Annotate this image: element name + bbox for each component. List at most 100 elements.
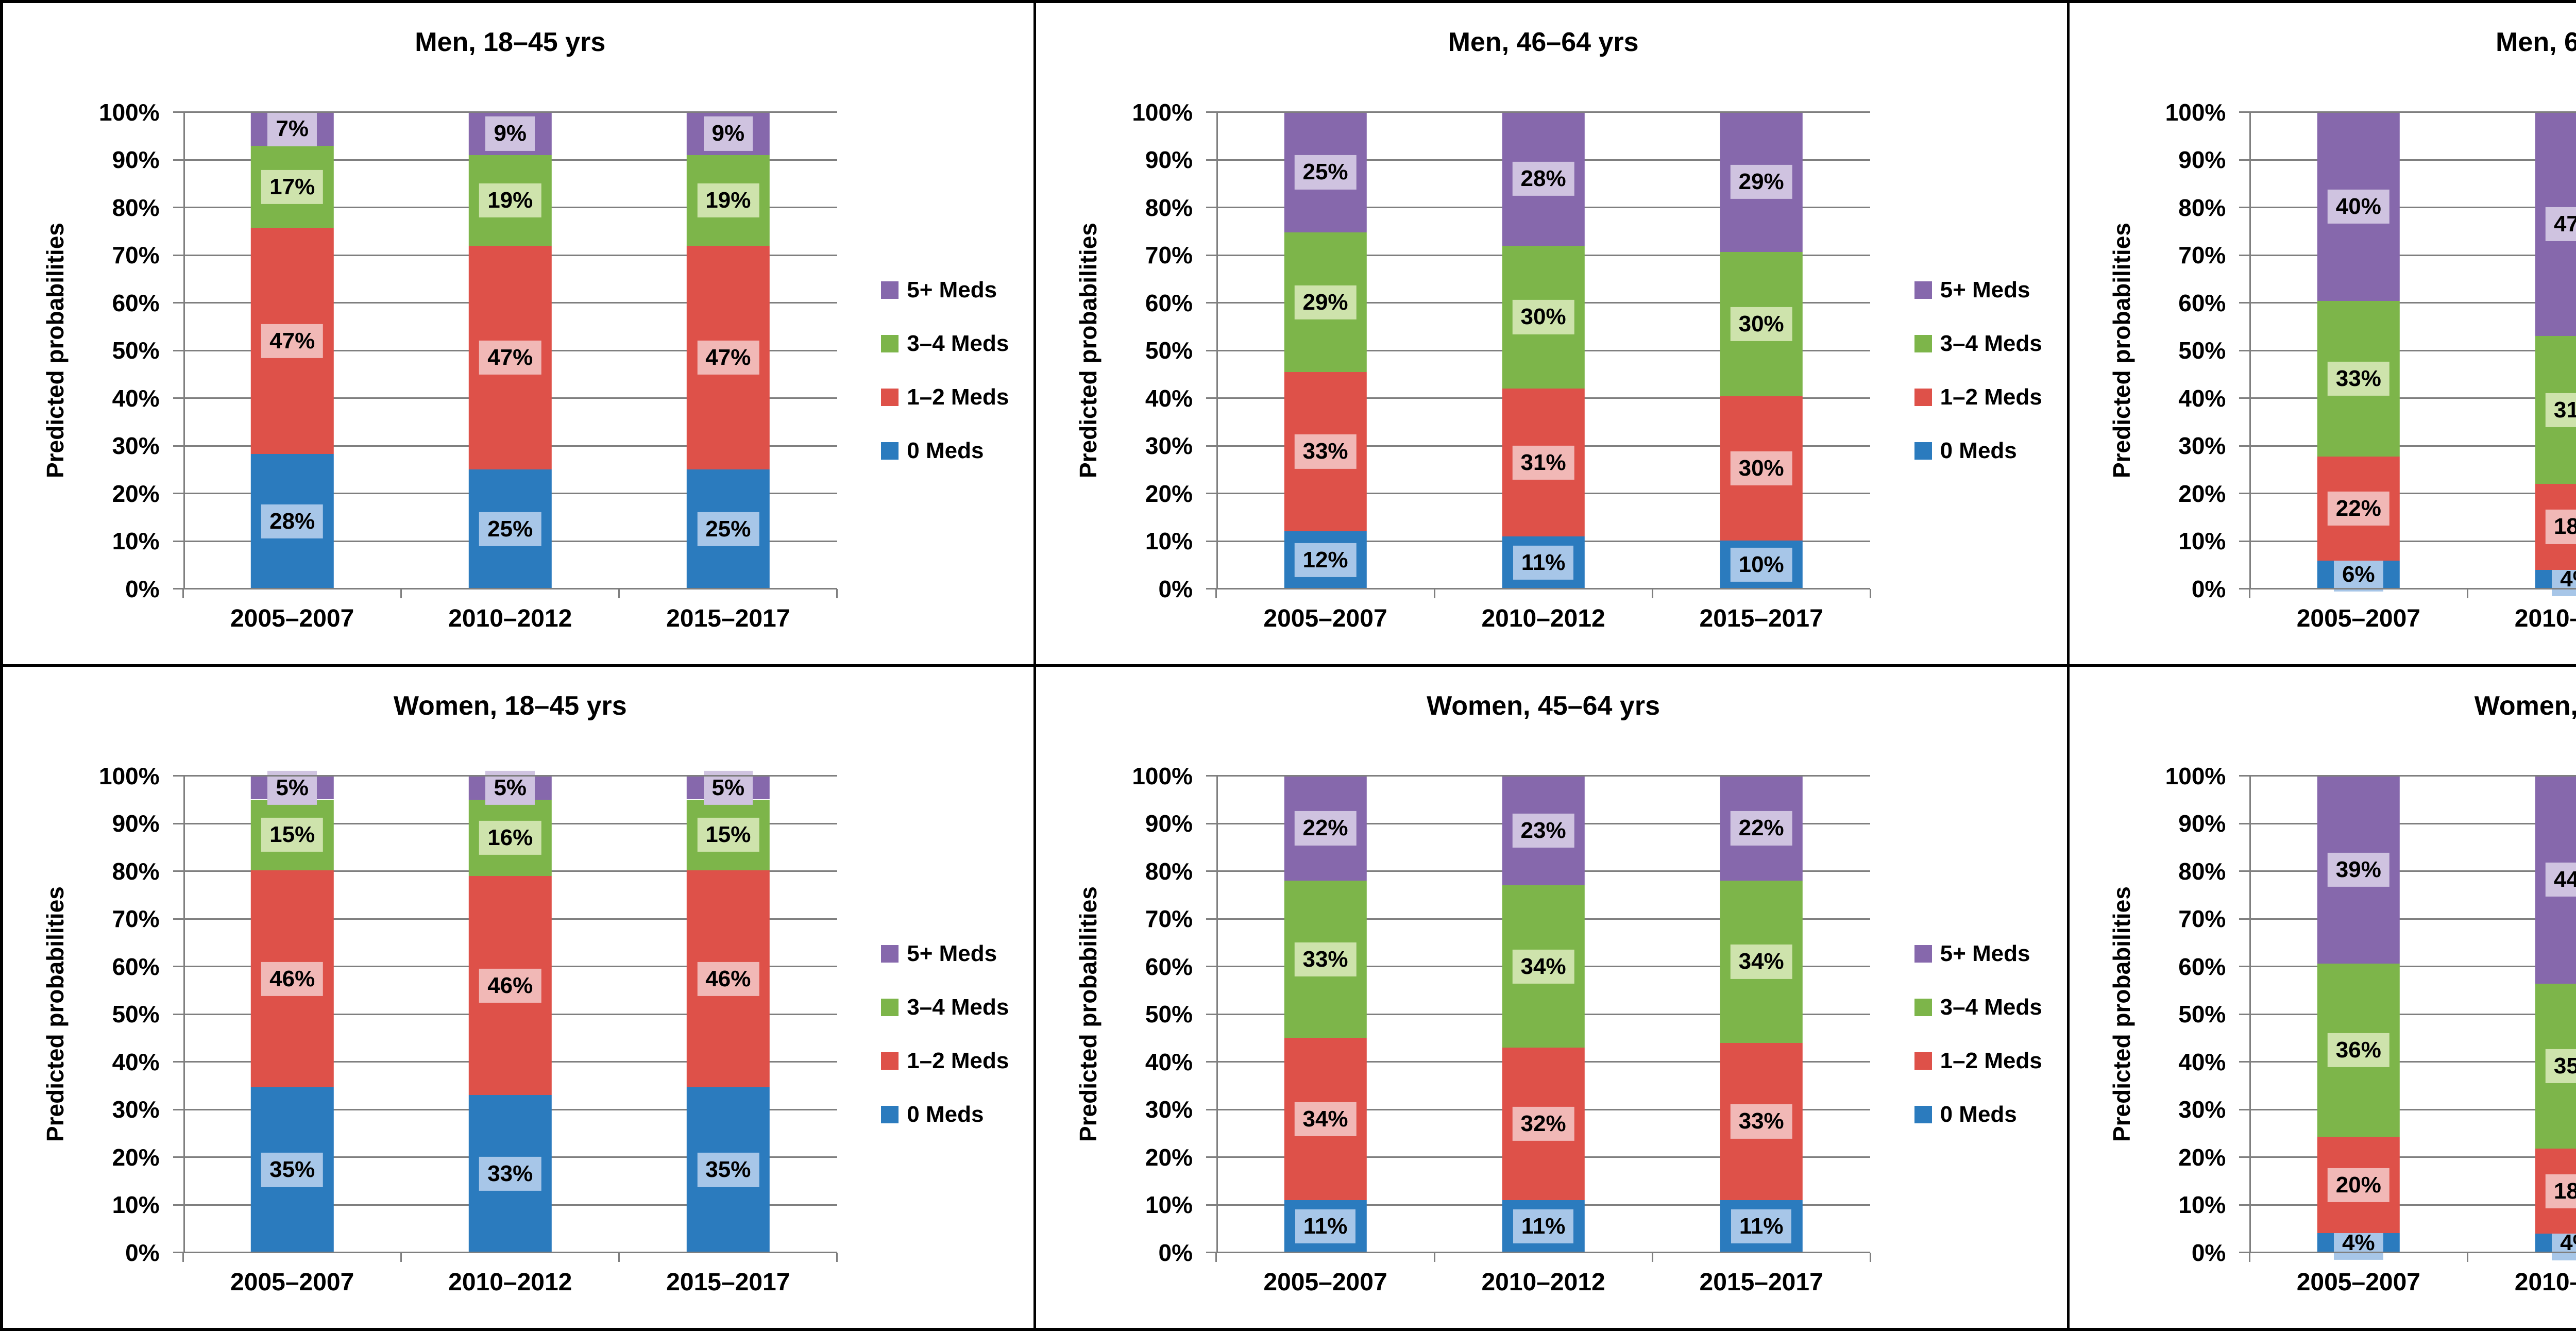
y-tick-label: 100%: [99, 762, 160, 789]
y-tick-label: 90%: [2178, 146, 2226, 174]
segment-label: 11%: [1731, 1209, 1792, 1243]
segment-label: 31%: [2545, 393, 2576, 427]
y-tick-label: 40%: [112, 1048, 160, 1075]
gridline-70: [2249, 918, 2576, 920]
y-tick-label: 20%: [2178, 1143, 2226, 1171]
y-tick-mark: [173, 397, 183, 399]
y-axis-title: Predicted probabilities: [2108, 886, 2135, 1142]
legend-item: 0 Meds: [881, 438, 1009, 464]
legend-item: 3–4 Meds: [1914, 331, 2042, 357]
y-tick-mark: [1206, 1156, 1216, 1158]
y-tick-label: 80%: [1145, 194, 1193, 221]
y-tick-mark: [1206, 918, 1216, 920]
legend-label: 1–2 Meds: [1940, 1048, 2042, 1074]
y-tick-mark: [173, 445, 183, 447]
segment-label: 34%: [1294, 1102, 1357, 1136]
chart-panel: Women, 65+ yrs Predicted probabilities 0% 1…: [2069, 667, 2576, 1328]
y-axis-title: Predicted probabilities: [1075, 223, 1102, 479]
segment-label: 28%: [261, 504, 324, 538]
segment-label: 34%: [1512, 949, 1574, 984]
y-tick-mark: [2239, 1013, 2250, 1015]
bar-segment: 22%: [1284, 776, 1367, 881]
bar-segment: 33%: [469, 1095, 552, 1253]
gridline-0: [183, 1252, 837, 1254]
y-tick-label: 10%: [112, 1191, 160, 1219]
segment-label: 25%: [1294, 155, 1357, 190]
bar-segment: 35%: [2535, 983, 2576, 1149]
segment-label: 46%: [479, 968, 541, 1003]
panel-title: Men, 65+ yrs: [2496, 27, 2576, 58]
segment-label: 33%: [479, 1157, 541, 1191]
segment-label: 29%: [1730, 165, 1792, 199]
bar-segment: 31%: [2535, 336, 2576, 484]
legend-label: 0 Meds: [907, 1102, 984, 1127]
bar-segment: 47%: [2535, 112, 2576, 336]
y-tick-label: 90%: [1145, 146, 1193, 174]
chart-panel: Men, 46–64 yrs Predicted probabilities 0% 1…: [1036, 3, 2067, 664]
y-tick-label: 10%: [1145, 1191, 1193, 1219]
y-tick-label: 60%: [2178, 289, 2226, 316]
legend-swatch: [881, 281, 899, 299]
segment-label: 16%: [479, 820, 541, 855]
x-tick-mark: [400, 588, 402, 598]
segment-label: 23%: [1512, 813, 1574, 848]
legend-label: 1–2 Meds: [1940, 384, 2042, 410]
gridline-0: [2249, 588, 2576, 590]
segment-label: 22%: [2327, 491, 2389, 526]
segment-label: 44%: [2545, 863, 2576, 897]
stacked-bar: 6% 22% 33% 40%: [2317, 112, 2400, 592]
segment-label: 28%: [1512, 162, 1574, 196]
y-tick-label: 0%: [2191, 575, 2226, 602]
bar-segment: 15%: [250, 799, 334, 870]
chart-panel: Men, 65+ yrs Predicted probabilities 0% 10%…: [2069, 3, 2576, 664]
legend-swatch: [881, 1106, 899, 1124]
y-tick-mark: [2239, 1252, 2250, 1254]
segment-label: 33%: [1294, 434, 1357, 469]
legend-label: 3–4 Meds: [907, 331, 1009, 357]
y-tick-label: 70%: [2178, 242, 2226, 269]
y-tick-label: 100%: [2165, 762, 2226, 789]
y-tick-mark: [1206, 1252, 1216, 1254]
x-tick-mark: [1433, 588, 1435, 598]
legend-item: 5+ Meds: [1914, 941, 2042, 967]
stacked-bar: 11% 34% 33% 22%: [1284, 776, 1367, 1253]
gridline-0: [1216, 588, 1871, 590]
gridline-100: [1216, 775, 1871, 777]
y-tick-mark: [1206, 1108, 1216, 1110]
bar-segment: 46%: [250, 870, 334, 1088]
x-tick-mark: [182, 1252, 184, 1262]
x-tick-mark: [2466, 588, 2468, 598]
y-tick-mark: [1206, 493, 1216, 495]
legend: 5+ Meds 3–4 Meds 1–2 Meds 0 Meds: [1914, 941, 2042, 1127]
y-tick-mark: [2239, 588, 2250, 590]
gridline-60: [2249, 966, 2576, 968]
x-tick-mark: [618, 588, 620, 598]
y-axis-title: Predicted probabilities: [1075, 886, 1102, 1142]
y-axis-line: [2249, 776, 2251, 1253]
segment-label: 7%: [267, 112, 317, 146]
bar-segment: 28%: [1502, 112, 1585, 246]
gridline-40: [2249, 1061, 2576, 1063]
segment-label: 47%: [261, 324, 324, 358]
gridline-100: [183, 111, 837, 113]
legend-item: 3–4 Meds: [881, 995, 1009, 1020]
y-tick-label: 50%: [1145, 337, 1193, 364]
y-tick-mark: [1206, 349, 1216, 351]
segment-label: 19%: [697, 183, 759, 217]
y-tick-label: 0%: [125, 575, 160, 602]
gridline-100: [1216, 111, 1871, 113]
y-tick-label: 10%: [2178, 528, 2226, 555]
y-tick-mark: [1206, 588, 1216, 590]
legend-swatch: [1914, 999, 1932, 1017]
legend-label: 3–4 Meds: [907, 995, 1009, 1020]
legend-item: 5+ Meds: [1914, 277, 2042, 303]
segment-label: 25%: [697, 512, 759, 547]
gridline-100: [2249, 775, 2576, 777]
y-tick-label: 20%: [112, 1143, 160, 1171]
gridline-70: [2249, 254, 2576, 256]
bar-segment: 36%: [2317, 964, 2400, 1137]
x-tick-mark: [1869, 1252, 1871, 1262]
y-tick-mark: [2239, 918, 2250, 920]
y-tick-label: 20%: [2178, 480, 2226, 507]
y-tick-mark: [173, 111, 183, 113]
